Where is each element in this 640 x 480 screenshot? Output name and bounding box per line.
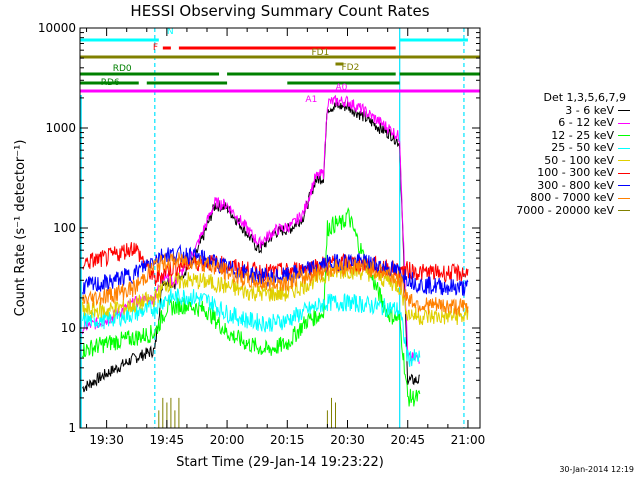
flag-label-a1: A1 [305,95,317,105]
series-line-300-800-kev [82,243,469,297]
chart-title: HESSI Observing Summary Count Rates [130,2,430,20]
legend-swatch [618,135,630,137]
legend-title: Det 1,3,5,6,7,9 [543,91,626,104]
legend-item: 800 - 7000 keV [490,191,630,205]
legend-item: 25 - 50 keV [490,141,630,155]
legend-item: 7000 - 20000 keV [490,203,630,218]
legend-label: 25 - 50 keV [551,141,614,154]
legend-label: 800 - 7000 keV [530,191,614,204]
x-tick-label: 20:00 [210,433,245,447]
flag-label-fd1: FD1 [311,48,329,58]
y-axis-label: Count Rate (s⁻¹ detector⁻¹) [13,140,28,317]
legend-swatch [618,197,630,199]
legend-label: 12 - 25 keV [551,128,614,142]
legend-item: 300 - 800 keV [490,178,630,193]
series-line-12-25-kev [82,206,421,407]
legend-item: 100 - 300 keV [490,166,630,180]
legend-swatch [618,172,630,174]
series-line-25-50-kev [82,288,421,367]
y-tick-label: 10000 [38,21,76,35]
x-tick-label: 19:30 [89,433,124,447]
legend-label: 6 - 12 keV [558,116,614,129]
legend-label: 7000 - 20000 keV [516,203,614,217]
legend-swatch [618,110,630,112]
legend-swatch [618,160,630,162]
flag-label-n: N [167,27,174,37]
legend-swatch [618,210,630,212]
flag-label-f: F [153,43,158,53]
flag-label-fd2: FD2 [341,63,359,73]
x-tick-label: 20:15 [270,433,305,447]
legend-swatch [618,185,630,187]
legend-item: 50 - 100 keV [490,153,630,168]
legend-swatch [618,147,630,149]
legend-label: 50 - 100 keV [544,153,614,167]
y-tick-label: 1000 [45,121,76,135]
series-line-100-300-kev [82,242,469,286]
series-line-7000-20000-kev [158,397,336,428]
x-axis-label: Start Time (29-Jan-14 19:23:22) [176,455,384,470]
x-tick-label: 19:45 [150,433,185,447]
legend-item: 12 - 25 keV [490,128,630,143]
legend-label: 300 - 800 keV [537,178,614,192]
footer-date: 30-Jan-2014 12:19 [559,465,634,474]
x-tick-label: 21:00 [451,433,486,447]
flag-label-a0: A0 [335,83,347,93]
x-tick-label: 20:30 [330,433,365,447]
flag-label-rd0: RD0 [113,64,132,74]
series-line-800-7000-kev [82,252,469,316]
y-tick-label: 10 [61,321,76,335]
legend-label: 100 - 300 keV [537,166,614,179]
legend-item: 3 - 6 keV [490,103,630,118]
legend-swatch [618,122,630,124]
legend: Det 1,3,5,6,7,9 3 - 6 keV 6 - 12 keV 12 - … [490,91,630,218]
y-tick-label: 100 [53,221,76,235]
y-tick-label: 1 [68,421,76,435]
flag-label-rd6: RD6 [101,78,120,88]
legend-item: 6 - 12 keV [490,116,630,130]
x-tick-label: 20:45 [390,433,425,447]
legend-label: 3 - 6 keV [565,103,614,117]
series-line-6-12-kev [82,94,421,365]
